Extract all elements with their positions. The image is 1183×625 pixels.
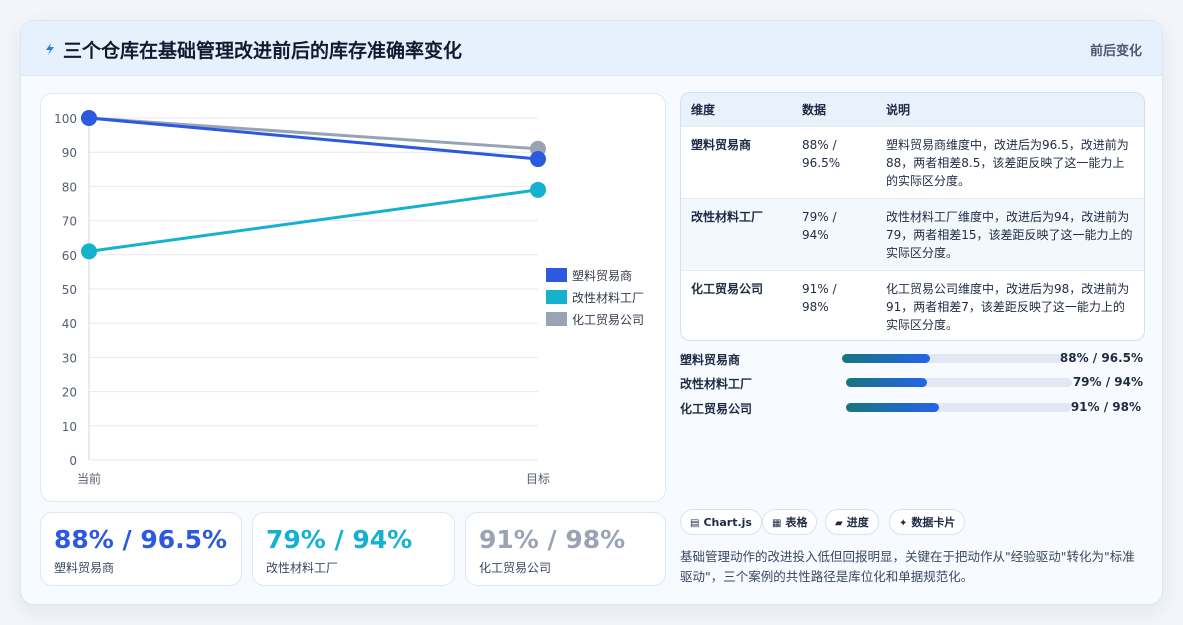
progress-label: 塑料贸易商	[680, 353, 741, 367]
table-icon: ▦	[772, 518, 782, 529]
progress-label: 改性材料工厂	[680, 377, 753, 391]
table-row: 塑料贸易商 88% / 96.5% 塑料贸易商维度中，改进后为96.5，改进前为…	[681, 125, 1144, 198]
legend-label: 塑料贸易商	[572, 268, 632, 283]
table-cell-dimension: 化工贸易公司	[681, 269, 792, 340]
table-cell-data: 79% / 94%	[792, 197, 876, 270]
chip-label: 数据卡片	[911, 516, 956, 529]
progress-row-1: 塑料贸易商 88% / 96.5%	[680, 349, 1143, 369]
progress-icon: ▰	[835, 518, 843, 529]
chip-chartjs[interactable]: ▤ Chart.js	[680, 509, 762, 535]
legend-swatch	[546, 268, 567, 282]
stat-value: 88% / 96.5%	[54, 525, 228, 554]
legend-swatch	[546, 312, 567, 326]
y-tick-label: 60	[62, 249, 77, 263]
legend-label: 改性材料工厂	[572, 291, 644, 305]
y-tick-label: 0	[69, 454, 77, 468]
table-cell-dimension: 改性材料工厂	[681, 197, 792, 270]
stat-value: 79% / 94%	[266, 525, 413, 554]
y-tick-label: 20	[62, 386, 77, 400]
y-tick-label: 70	[62, 215, 77, 229]
y-tick-label: 10	[62, 420, 77, 434]
table-cell-data: 88% / 96.5%	[792, 125, 876, 198]
summary-note: 基础管理动作的改进投入低但回报明显，关键在于把动作从"经验驱动"转化为"标准驱动…	[680, 549, 1135, 584]
table-cell-dimension: 塑料贸易商	[681, 125, 792, 198]
lightning-icon	[46, 43, 54, 55]
header-tag: 前后变化	[1089, 44, 1142, 59]
y-tick-label: 30	[62, 351, 77, 365]
y-tick-label: 50	[62, 283, 77, 297]
progress-value: 79% / 94%	[1072, 375, 1143, 389]
table-header-row: 维度 数据 说明	[681, 93, 1144, 126]
progress-row-2: 改性材料工厂 79% / 94%	[680, 373, 1143, 393]
legend-label: 化工贸易公司	[572, 313, 644, 327]
chip-label: 进度	[846, 516, 869, 529]
x-tick-label: 目标	[526, 472, 550, 486]
y-tick-label: 90	[62, 146, 77, 160]
sparkle-icon: ✦	[899, 518, 908, 529]
chip-label: Chart.js	[703, 516, 752, 529]
data-table: 维度 数据 说明 塑料贸易商 88% / 96.5% 塑料贸易商维度中，改进后为…	[680, 92, 1145, 341]
chip-data-card[interactable]: ✦ 数据卡片	[889, 509, 966, 535]
progress-label: 化工贸易公司	[680, 402, 753, 416]
legend-swatch	[546, 290, 567, 304]
page-title: 三个仓库在基础管理改进前后的库存准确率变化	[63, 40, 463, 62]
progress-fill	[846, 403, 939, 412]
y-tick-label: 80	[62, 180, 77, 194]
y-tick-label: 40	[62, 317, 77, 331]
table-cell-description: 化工贸易公司维度中，改进后为98，改进前为91，两者相差7，该差距反映了这一能力…	[876, 269, 1144, 340]
table-row: 化工贸易公司 91% / 98% 化工贸易公司维度中，改进后为98，改进前为91…	[681, 269, 1144, 340]
column-header: 维度	[691, 102, 716, 117]
progress-track	[842, 354, 1062, 363]
chart-icon: ▤	[690, 518, 700, 529]
x-tick-label: 当前	[77, 471, 101, 486]
stat-card-1: 88% / 96.5% 塑料贸易商	[40, 512, 242, 586]
stat-card-3: 91% / 98% 化工贸易公司	[465, 512, 666, 586]
table-cell-description: 塑料贸易商维度中，改进后为96.5，改进前为88，两者相差8.5，该差距反映了这…	[876, 125, 1144, 198]
progress-row-3: 化工贸易公司 91% / 98%	[680, 398, 1141, 418]
stat-value: 91% / 98%	[479, 525, 626, 554]
progress-value: 91% / 98%	[1070, 400, 1141, 414]
series-line	[88, 116, 539, 161]
table-cell-description: 改性材料工厂维度中，改进后为94，改进前为79，两者相差15，该差距反映了这一能…	[876, 197, 1144, 270]
chip-label: 表格	[785, 516, 808, 529]
progress-fill	[842, 354, 930, 363]
data-point	[530, 151, 546, 168]
progress-fill	[846, 378, 928, 387]
chip-progress[interactable]: ▰ 进度	[825, 509, 879, 535]
progress-value: 88% / 96.5%	[1059, 351, 1143, 365]
stat-label: 改性材料工厂	[266, 561, 339, 575]
stat-label: 塑料贸易商	[54, 561, 115, 575]
data-point	[81, 110, 97, 126]
y-tick-label: 100	[54, 112, 77, 126]
data-point	[81, 243, 97, 260]
progress-track	[846, 403, 1072, 412]
column-header: 说明	[886, 102, 911, 117]
table-row: 改性材料工厂 79% / 94% 改性材料工厂维度中，改进后为94，改进前为79…	[681, 197, 1144, 270]
series-line	[88, 188, 539, 253]
data-point	[530, 181, 546, 198]
progress-track	[846, 378, 1072, 387]
table-cell-data: 91% / 98%	[792, 269, 876, 340]
stat-label: 化工贸易公司	[479, 561, 552, 575]
stat-card-2: 79% / 94% 改性材料工厂	[252, 512, 455, 586]
column-header: 数据	[802, 102, 827, 117]
series-line	[88, 116, 539, 151]
line-chart: 0 10 20 30 40 50 60 70 80 90 100 当前 目标 塑料贸易商改性材料工厂化工贸…	[54, 110, 644, 486]
main-card: 三个仓库在基础管理改进前后的库存准确率变化 前后变化 0 10 20 30 40 50 60…	[20, 20, 1163, 605]
chip-table[interactable]: ▦ 表格	[762, 509, 818, 535]
chart-panel: 0 10 20 30 40 50 60 70 80 90 100 当前 目标 塑料贸易商改性材料工厂 化工贸…	[40, 93, 666, 502]
header: 三个仓库在基础管理改进前后的库存准确率变化 前后变化	[21, 21, 1162, 76]
